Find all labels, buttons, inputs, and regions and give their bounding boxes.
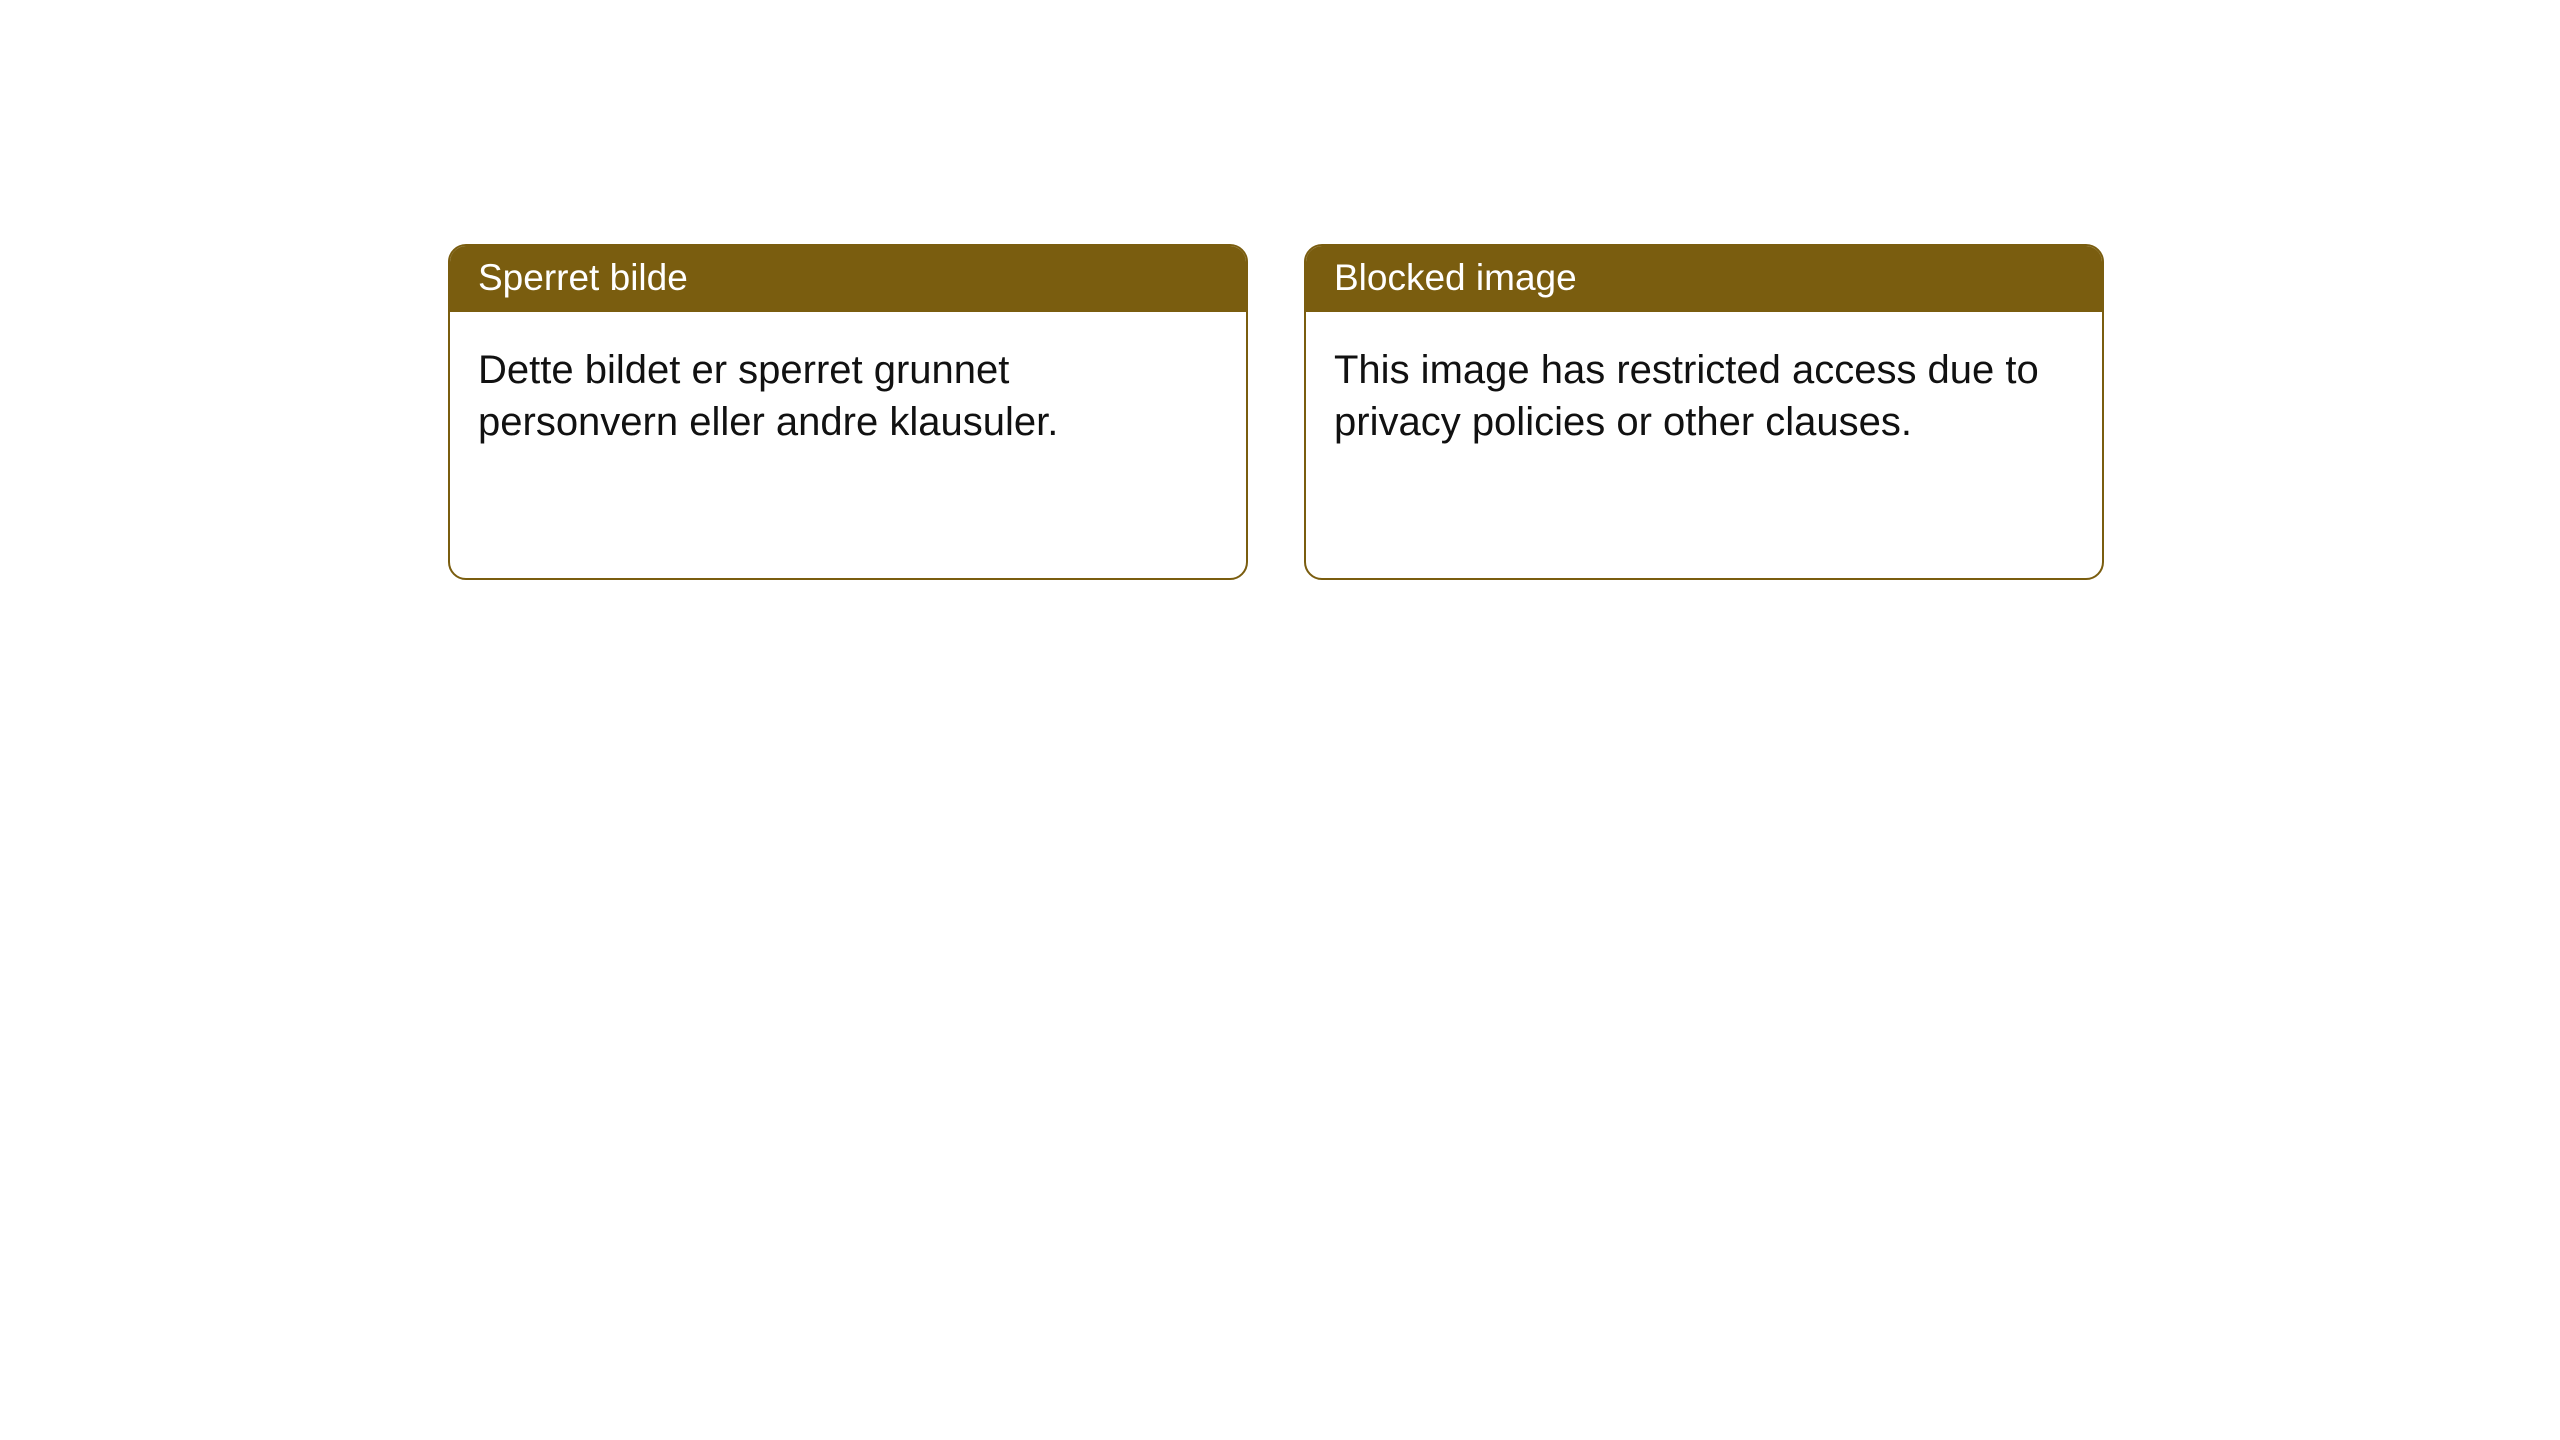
notice-card-english: Blocked image This image has restricted …: [1304, 244, 2104, 580]
notice-card-norwegian: Sperret bilde Dette bildet er sperret gr…: [448, 244, 1248, 580]
notice-card-title: Blocked image: [1306, 246, 2102, 312]
notice-card-title: Sperret bilde: [450, 246, 1246, 312]
notice-cards-container: Sperret bilde Dette bildet er sperret gr…: [448, 244, 2104, 580]
notice-card-body: This image has restricted access due to …: [1306, 312, 2102, 480]
notice-card-body: Dette bildet er sperret grunnet personve…: [450, 312, 1246, 480]
